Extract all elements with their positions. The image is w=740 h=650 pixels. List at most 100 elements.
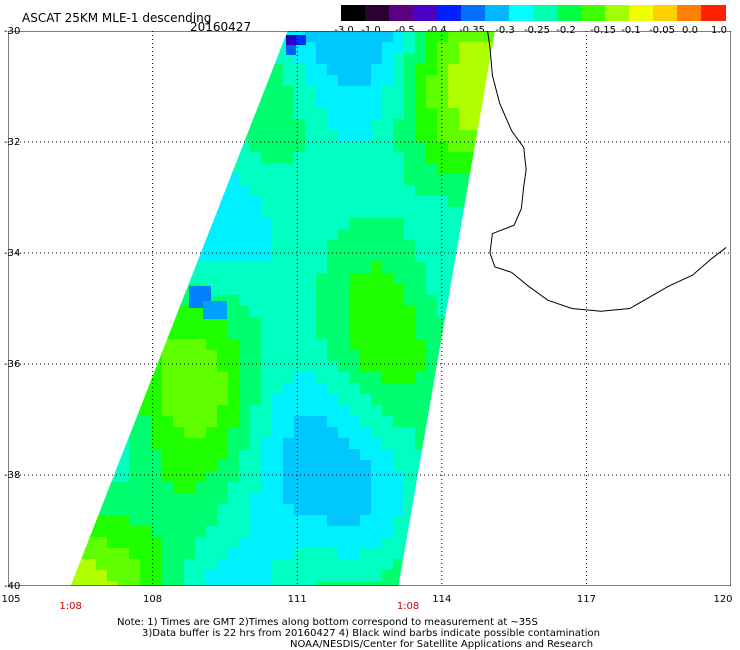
swath-cell xyxy=(239,350,251,362)
swath-cell xyxy=(459,229,471,241)
swath-cell xyxy=(30,405,42,417)
swath-cell xyxy=(393,273,405,285)
swath-cell xyxy=(239,515,251,527)
colorbar-swatch xyxy=(629,5,654,21)
swath-cell xyxy=(569,339,581,351)
swath-cell xyxy=(52,482,64,494)
swath-cell xyxy=(8,284,20,296)
swath-cell xyxy=(514,405,526,417)
swath-cell xyxy=(41,273,53,285)
swath-cell xyxy=(657,328,669,340)
swath-cell xyxy=(591,130,603,142)
swath-cell xyxy=(569,207,581,219)
swath-cell xyxy=(305,559,317,571)
swath-cell xyxy=(624,75,636,87)
swath-cell xyxy=(558,42,570,54)
swath-cell xyxy=(492,174,495,186)
swath-cell xyxy=(459,207,471,219)
swath-cell xyxy=(613,317,625,329)
map-plot[interactable] xyxy=(8,31,731,586)
swath-cell xyxy=(283,64,295,76)
swath-cell xyxy=(8,383,20,395)
swath-cell xyxy=(723,273,731,285)
swath-cell xyxy=(70,152,75,164)
swath-cell xyxy=(492,339,495,351)
swath-cell xyxy=(679,427,691,439)
swath-cell xyxy=(206,86,218,98)
swath-cell xyxy=(646,229,658,241)
swath-cell xyxy=(415,482,427,494)
swath-cell xyxy=(8,559,20,571)
swath-cell xyxy=(8,207,20,219)
swath-cell xyxy=(30,130,42,142)
swath-cell xyxy=(613,196,625,208)
swath-cell xyxy=(261,471,273,483)
swath-cell xyxy=(602,438,614,450)
swath-cell xyxy=(360,130,372,142)
swath-cell xyxy=(118,273,130,285)
swath-cell xyxy=(250,251,262,263)
swath-cell xyxy=(646,119,658,131)
swath-cell xyxy=(250,405,262,417)
swath-cell xyxy=(228,504,240,516)
swath-cell xyxy=(206,328,218,340)
swath-cell xyxy=(404,152,416,164)
swath-cell xyxy=(305,515,317,527)
swath-cell xyxy=(514,548,526,560)
swath-cell xyxy=(646,515,658,527)
swath-cell xyxy=(635,185,647,197)
swath-cell xyxy=(327,559,339,571)
swath-cell xyxy=(393,262,405,274)
swath-cell xyxy=(217,394,229,406)
swath-cell xyxy=(140,471,152,483)
swath-cell xyxy=(118,141,130,153)
swath-cell xyxy=(624,416,636,428)
swath-cell xyxy=(250,482,262,494)
swath-cell xyxy=(415,53,427,65)
swath-cell xyxy=(19,152,31,164)
swath-cell xyxy=(371,152,383,164)
swath-cell xyxy=(723,372,731,384)
swath-cell xyxy=(525,548,537,560)
swath-cell xyxy=(360,581,372,586)
swath-cell xyxy=(239,97,251,109)
swath-cell xyxy=(701,427,713,439)
swath-cell xyxy=(74,86,86,98)
swath-cell xyxy=(184,64,196,76)
swath-cell xyxy=(701,350,713,362)
swath-cell xyxy=(646,504,658,516)
swath-cell xyxy=(657,438,669,450)
swath-cell xyxy=(393,284,405,296)
swath-cell xyxy=(162,405,174,417)
swath-cell xyxy=(8,493,20,505)
swath-cell xyxy=(195,163,207,175)
swath-cell xyxy=(635,570,647,582)
swath-cell xyxy=(668,97,680,109)
swath-cell xyxy=(74,405,86,417)
swath-cell xyxy=(70,350,75,362)
swath-cell xyxy=(261,108,273,120)
swath-cell xyxy=(525,130,537,142)
swath-cell xyxy=(536,196,548,208)
swath-cell xyxy=(426,75,438,87)
swath-cell xyxy=(41,471,53,483)
swath-cell xyxy=(723,570,731,582)
swath-cell xyxy=(349,394,361,406)
swath-cell xyxy=(228,207,240,219)
swath-cell xyxy=(602,218,614,230)
colorbar-swatch xyxy=(581,5,606,21)
swath-cell xyxy=(360,75,372,87)
swath-cell xyxy=(404,185,416,197)
swath-cell xyxy=(624,306,636,318)
swath-cell xyxy=(470,75,482,87)
swath-cell xyxy=(426,108,438,120)
swath-cell xyxy=(591,31,603,43)
swath-cell xyxy=(525,537,537,549)
swath-cell xyxy=(624,383,636,395)
swath-cell xyxy=(591,427,603,439)
swath-cell xyxy=(195,361,207,373)
swath-cell xyxy=(635,438,647,450)
swath-cell xyxy=(668,262,680,274)
swath-cell xyxy=(646,350,658,362)
swath-cell xyxy=(514,196,526,208)
